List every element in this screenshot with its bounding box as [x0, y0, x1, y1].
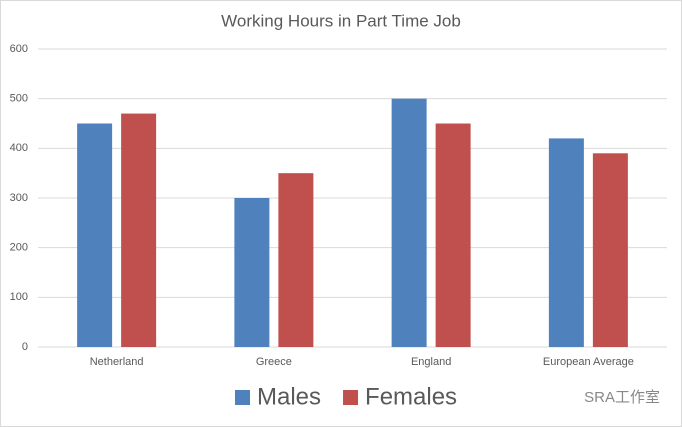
legend-label: Females: [365, 383, 457, 410]
bar: [592, 153, 628, 347]
bar: [234, 198, 270, 347]
legend-label: Males: [257, 383, 321, 410]
watermark: SRA工作室: [584, 389, 660, 406]
bar: [435, 123, 471, 347]
x-tick-label: European Average: [543, 356, 634, 368]
y-tick-label: 600: [10, 43, 28, 55]
bar: [77, 123, 113, 347]
legend-swatch: [343, 390, 359, 405]
x-tick-label: England: [411, 356, 451, 368]
bar: [548, 138, 584, 347]
y-tick-label: 500: [10, 93, 28, 105]
legend-swatch: [235, 390, 250, 405]
y-tick-label: 300: [10, 192, 28, 204]
y-tick-label: 100: [10, 291, 28, 303]
bar: [121, 113, 157, 347]
x-tick-label: Greece: [256, 356, 292, 368]
y-tick-label: 400: [10, 142, 28, 154]
chart-title: Working Hours in Part Time Job: [221, 11, 461, 30]
y-tick-label: 0: [22, 341, 28, 353]
bar: [278, 173, 314, 347]
x-tick-label: Netherland: [90, 356, 144, 368]
y-tick-label: 200: [10, 242, 28, 254]
bar: [391, 98, 427, 348]
